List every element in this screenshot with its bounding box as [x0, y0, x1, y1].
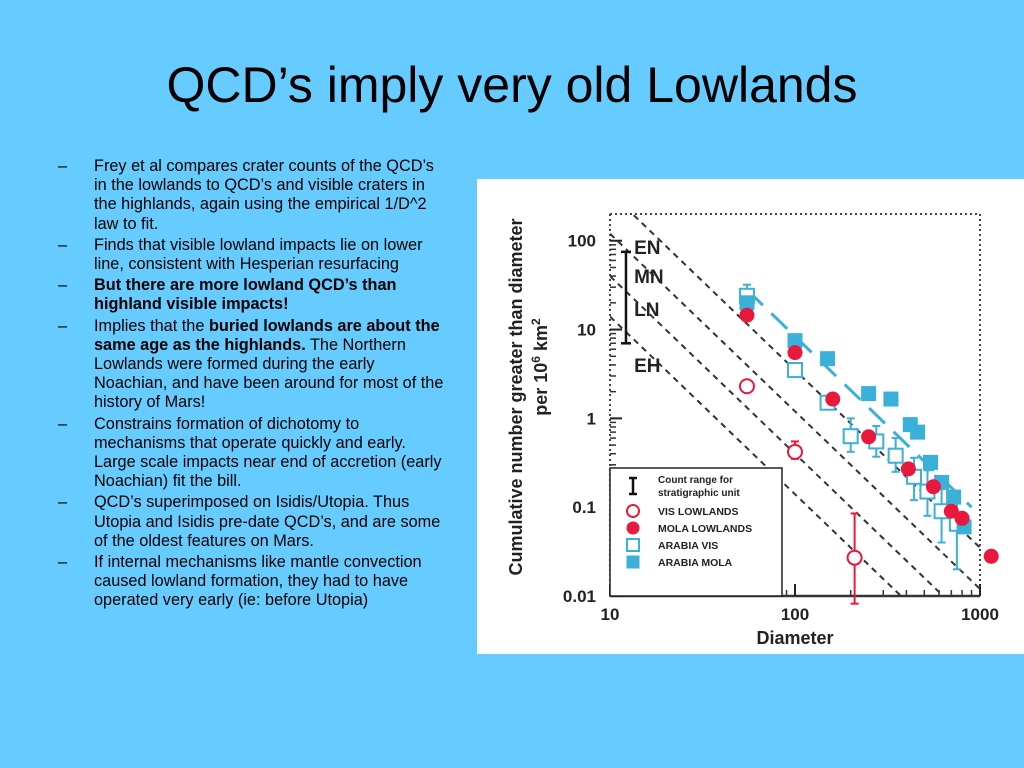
data-point: [861, 429, 877, 445]
reference-line: [745, 288, 973, 509]
y-title-part: per 10: [531, 363, 551, 416]
legend-entry-label: ARABIA VIS: [658, 540, 718, 552]
y-tick-label: 10: [577, 321, 596, 340]
reference-line-label: EN: [634, 238, 660, 259]
bullet-text-bold: buried lowlands are about the same age a…: [94, 316, 440, 354]
bullet-item: – Finds that visible lowland impacts lie …: [58, 236, 450, 274]
y-title-part: km: [531, 325, 551, 356]
data-point: [842, 428, 859, 445]
bullet-dash: –: [58, 493, 68, 512]
legend-marker: [626, 521, 640, 535]
bullet-dash: –: [58, 276, 68, 295]
bullet-dash: –: [58, 235, 68, 254]
data-point: [861, 386, 877, 402]
x-tick-label: 10: [601, 605, 620, 624]
bullet-dash: –: [58, 414, 68, 433]
y-tick-label: 100: [568, 232, 596, 251]
bullet-text: Implies that the: [94, 316, 209, 335]
y-tick-label: 0.1: [572, 498, 596, 517]
y-title-sup: 6: [529, 356, 543, 363]
bullet-item: – Implies that the buried lowlands are ab…: [58, 317, 450, 413]
bullet-item: – Frey et al compares crater counts of th…: [58, 157, 450, 234]
data-point: [983, 548, 999, 564]
data-point: [739, 295, 755, 311]
data-point: [943, 503, 959, 519]
bullet-text: Frey et al compares crater counts of the…: [94, 157, 434, 233]
legend-box: [609, 467, 783, 597]
bullet-text: QCD’s superimposed on Isidis/Utopia. Thu…: [94, 493, 441, 550]
reference-line-label: MN: [634, 267, 664, 288]
crater-count-figure: 10 100 1000 100 10 1 0.1 0.01 Diameter Cumulative…: [477, 179, 1024, 654]
data-point: [900, 461, 916, 477]
y-tick-label: 1: [587, 409, 596, 428]
y-axis-title-line2: per 106 km2: [529, 318, 551, 416]
crater-count-chart: 10 100 1000 100 10 1 0.1 0.01 Diameter Cumulative…: [506, 213, 999, 648]
reference-line-label: LN: [634, 300, 659, 321]
legend-header: stratigraphic unit: [658, 488, 740, 499]
data-point: [787, 362, 803, 379]
bullet-list: – Frey et al compares crater counts of th…: [58, 157, 450, 613]
reference-line-label: EH: [634, 356, 660, 377]
bullet-text: The Northern Lowlands were formed during…: [94, 335, 444, 412]
legend-marker: [626, 504, 640, 518]
data-point: [787, 443, 803, 460]
bullet-item: – QCD’s superimposed on Isidis/Utopia. Th…: [58, 493, 450, 551]
bullet-dash: –: [58, 157, 68, 175]
legend-entry-label: VIS LOWLANDS: [658, 506, 739, 518]
bullet-item: – If internal mechanisms like mantle conv…: [58, 553, 450, 611]
bullet-text: Finds that visible lowland impacts lie o…: [94, 235, 423, 274]
data-point: [910, 424, 926, 440]
data-point: [846, 549, 863, 566]
bullet-dash: –: [58, 553, 68, 572]
bullet-text: If internal mechanisms like mantle conve…: [94, 553, 422, 610]
x-tick-label: 1000: [961, 605, 999, 624]
data-point: [825, 391, 841, 407]
data-point: [787, 345, 803, 361]
data-point: [883, 391, 899, 407]
data-point: [954, 510, 970, 526]
y-title-sup: 2: [529, 318, 543, 325]
x-tick-label: 100: [781, 605, 809, 624]
reference-line: [610, 315, 903, 596]
bullet-item: – But there are more lowland QCD’s than h…: [58, 276, 450, 314]
data-point: [946, 489, 962, 505]
data-point: [922, 454, 938, 470]
bullet-text: Constrains formation of dichotomy to mec…: [94, 414, 442, 491]
bullet-text-bold: But there are more lowland QCD’s than hi…: [94, 276, 397, 314]
reference-line: [610, 232, 980, 590]
legend-marker: [626, 555, 640, 569]
legend-entry-label: ARABIA MOLA: [658, 557, 733, 569]
legend-entry-label: MOLA LOWLANDS: [658, 523, 752, 535]
series-mola-lowlands: [739, 307, 999, 564]
legend-header: Count range for: [658, 475, 733, 486]
bullet-dash: –: [58, 316, 68, 335]
data-point: [738, 378, 755, 395]
data-point: [925, 479, 941, 495]
data-point: [739, 307, 755, 323]
legend-marker: [626, 538, 640, 552]
x-axis-title: Diameter: [756, 628, 833, 648]
y-tick-label: 0.01: [563, 587, 596, 606]
data-point: [887, 447, 904, 464]
data-point: [820, 351, 836, 367]
bullet-item: – Constrains formation of dichotomy to me…: [58, 415, 450, 492]
slide-title: QCD’s imply very old Lowlands: [166, 57, 858, 113]
y-axis-title-line1: Cumulative number greater than diameter: [506, 218, 526, 575]
series-vis-lowlands: [738, 378, 863, 605]
